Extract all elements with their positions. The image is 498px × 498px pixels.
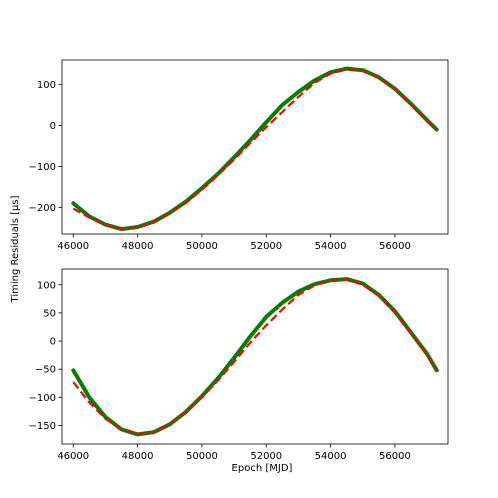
x-tick-label: 50000 [186, 241, 218, 252]
x-tick-label: 48000 [122, 241, 154, 252]
y-tick-label: 50 [43, 308, 56, 319]
fit-series-line [72, 68, 438, 230]
y-axis-label: Timing Residuals [μs] [10, 195, 21, 303]
x-tick-label: 52000 [250, 241, 282, 252]
y-tick-label: 100 [37, 80, 56, 91]
x-tick-label: 46000 [57, 241, 89, 252]
x-tick-label: 56000 [379, 241, 411, 252]
y-tick-label: −50 [35, 365, 56, 376]
data-series-line [71, 277, 439, 437]
plot-frame [61, 59, 449, 235]
y-tick-label: 0 [50, 121, 56, 132]
y-tick-label: −100 [29, 162, 56, 173]
fit-series-line [72, 278, 438, 435]
plot-frame [61, 268, 449, 445]
x-tick-label: 54000 [315, 451, 347, 462]
y-tick-label: −150 [29, 421, 56, 432]
x-tick-label: 50000 [186, 451, 218, 462]
y-tick-label: 100 [37, 280, 56, 291]
x-tick-label: 56000 [379, 451, 411, 462]
x-tick-label: 48000 [122, 451, 154, 462]
data-series-line [71, 66, 439, 232]
y-tick-label: 0 [50, 337, 56, 348]
x-tick-label: 54000 [315, 241, 347, 252]
x-tick-label: 46000 [57, 451, 89, 462]
x-tick-label: 52000 [250, 451, 282, 462]
x-axis-label: Epoch [MJD] [232, 463, 293, 474]
bottom-panel: 46000 48000 50000 52000 54000 56000 −150 −100 −5… [29, 268, 449, 462]
top-panel: 46000 48000 50000 52000 54000 56000 −200 −100 0 1… [29, 59, 449, 252]
y-tick-label: −100 [29, 393, 56, 404]
y-tick-label: −200 [29, 203, 56, 214]
